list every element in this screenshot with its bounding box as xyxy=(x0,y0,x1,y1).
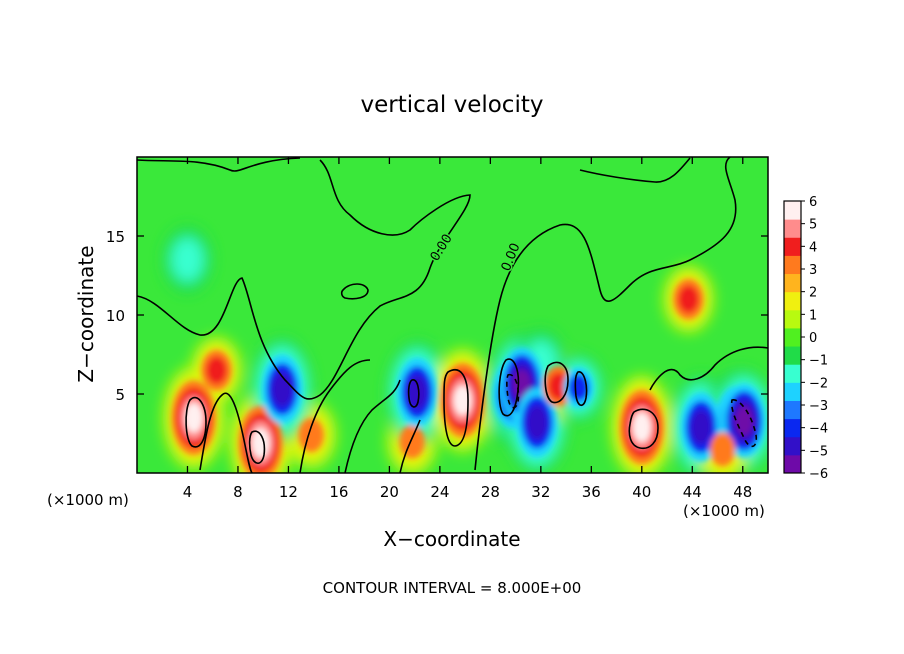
colorbar-swatch-10 xyxy=(784,273,801,293)
colorbar-swatch-13 xyxy=(784,219,801,238)
colorbar-swatch-9 xyxy=(784,291,801,311)
colorbar-swatch-0 xyxy=(784,454,801,474)
contour-lines xyxy=(137,157,768,473)
field-blob-2-level-6 xyxy=(251,428,270,458)
colorbar-swatch-1 xyxy=(784,436,801,456)
colorbar-swatch-8 xyxy=(784,309,801,329)
colorbar-label-11: −5 xyxy=(809,444,828,459)
x-tick-label-11: 48 xyxy=(733,483,752,501)
contour-zero-upper xyxy=(137,159,471,400)
colorbar-label-5: 1 xyxy=(809,308,817,323)
colorbar-label-3: 3 xyxy=(809,263,817,278)
contour-core-e xyxy=(407,379,420,408)
contour-band-3 xyxy=(399,419,421,473)
plot-area: 0.00 0.00 xyxy=(137,157,768,473)
contour-band-1 xyxy=(299,359,371,473)
colorbar-swatch-11 xyxy=(784,255,801,275)
field-blob-6-level-5 xyxy=(406,375,428,410)
contour-zero-mid xyxy=(474,157,737,471)
colorbar-label-0: 6 xyxy=(809,195,817,210)
colorbar-swatch-3 xyxy=(784,400,801,420)
contour-core-c xyxy=(544,361,569,404)
x-tick-label-7: 32 xyxy=(531,483,550,501)
colorbar-swatch-4 xyxy=(784,382,801,401)
colorbar-swatch-14 xyxy=(784,201,801,220)
colorbar-label-4: 2 xyxy=(809,286,817,301)
y-tick-label-1: 10 xyxy=(106,307,125,325)
field-blob-13-level-6 xyxy=(633,412,651,443)
contour-core-b xyxy=(628,408,659,450)
x-tick-label-10: 44 xyxy=(683,483,702,501)
y-axis-label: Z−coordinate xyxy=(74,245,98,382)
x-tick-label-1: 8 xyxy=(233,483,243,501)
contour-top-noise xyxy=(137,157,691,183)
contour-right-dash xyxy=(730,399,758,448)
contour-mid-dash xyxy=(506,373,520,409)
x-unit-left: (×1000 m) xyxy=(47,491,129,509)
y-tick-label-2: 15 xyxy=(106,228,125,246)
colorbar-swatch-6 xyxy=(784,346,801,365)
x-tick-label-8: 36 xyxy=(582,483,601,501)
chart-title: vertical velocity xyxy=(361,92,544,118)
colorbar-label-12: −6 xyxy=(809,467,828,482)
colorbar-label-2: 4 xyxy=(809,240,817,255)
contour-warm-left xyxy=(199,392,253,473)
x-tick-label-3: 16 xyxy=(329,483,348,501)
x-tick-label-0: 4 xyxy=(183,483,193,501)
field-blob-18-level-3 xyxy=(709,432,736,467)
x-tick-label-6: 28 xyxy=(481,483,500,501)
field-blob-19-level-2 xyxy=(170,237,205,283)
contour-zero-right xyxy=(649,346,768,391)
field-blob-17-level-6 xyxy=(735,406,753,436)
x-tick-label-9: 40 xyxy=(632,483,651,501)
field-blob-15-level-5 xyxy=(690,409,712,445)
colorbar-label-6: 0 xyxy=(809,331,817,346)
field-blob-3-level-3 xyxy=(298,418,324,452)
y-tick-label-0: 5 xyxy=(115,386,125,404)
field-blob-5-level-3 xyxy=(399,424,425,459)
colorbar-label-7: −1 xyxy=(809,354,828,369)
field-blob-11-level-4 xyxy=(548,372,569,400)
field-blob-4-level-5 xyxy=(271,371,293,407)
colorbar-label-1: 5 xyxy=(809,218,817,233)
colorbar-swatch-5 xyxy=(784,364,801,383)
contour-core-a xyxy=(443,369,469,447)
contour-band-2 xyxy=(344,379,401,473)
colorbar-label-10: −4 xyxy=(809,422,828,437)
x-axis-label: X−coordinate xyxy=(383,527,520,551)
x-tick-label-5: 24 xyxy=(430,483,449,501)
contour-core-h xyxy=(248,430,266,465)
field-blob-0-level-6 xyxy=(184,402,203,433)
colorbar-swatch-7 xyxy=(784,327,801,347)
colorbar-label-9: −3 xyxy=(809,399,828,414)
x-axis: 4 8 12 16 20 24 28 32 36 40 44 48 xyxy=(183,157,752,501)
colorbar-label-8: −2 xyxy=(809,376,828,391)
y-axis: 5 10 15 xyxy=(106,228,768,404)
field-blob-1-level-4 xyxy=(206,356,227,384)
contour-core-f xyxy=(574,371,588,407)
colorbar-swatch-12 xyxy=(784,237,801,256)
x-tick-label-2: 12 xyxy=(279,483,298,501)
field-blob-12-level-4 xyxy=(568,374,589,402)
x-unit-right: (×1000 m) xyxy=(683,502,765,520)
field-blob-10-level-5 xyxy=(526,405,548,440)
contour-upper-blob xyxy=(340,283,369,300)
contour-core-g xyxy=(185,396,207,448)
footer-note: CONTOUR INTERVAL = 8.000E+00 xyxy=(323,579,582,597)
field-blob-14-level-4 xyxy=(678,285,699,313)
contour-core-d xyxy=(498,358,520,417)
colorbar: 6 5 4 3 2 1 0 −1 −2 −3 −4 −5 −6 xyxy=(783,195,828,482)
x-tick-label-4: 20 xyxy=(380,483,399,501)
colorbar-swatch-2 xyxy=(784,418,801,438)
